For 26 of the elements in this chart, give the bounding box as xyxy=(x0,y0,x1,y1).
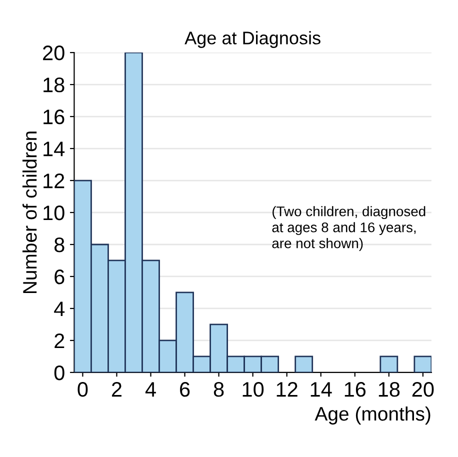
x-tick-label: 10 xyxy=(242,382,264,397)
x-tick-label: 18 xyxy=(378,382,400,397)
y-tick-label: 16 xyxy=(44,110,64,124)
x-tick-label: 4 xyxy=(145,382,156,397)
chart-title: Age at Diagnosis xyxy=(184,31,320,48)
y-axis-title: Number of children xyxy=(22,132,37,294)
x-tick-label: 20 xyxy=(412,382,434,397)
x-axis-title: Age (months) xyxy=(314,406,430,425)
x-tick-label: 16 xyxy=(344,382,366,397)
x-tick-label: 2 xyxy=(112,382,122,397)
y-tick-label: 12 xyxy=(44,174,64,188)
x-tick-label: 12 xyxy=(276,382,298,397)
x-tick-label: 6 xyxy=(180,382,190,397)
y-tick-label: 20 xyxy=(43,46,64,60)
y-tick-label: 10 xyxy=(44,206,64,220)
y-tick-label: 14 xyxy=(44,142,65,156)
y-tick-label: 4 xyxy=(54,302,65,316)
x-tick-label: 14 xyxy=(310,382,332,397)
x-tick-label: 0 xyxy=(78,382,88,397)
y-tick-label: 0 xyxy=(54,365,64,380)
y-tick-label: 18 xyxy=(44,78,64,92)
y-tick-label: 8 xyxy=(54,237,64,252)
annotation: (Two children, diagnosed at ages 8 and 16 years, are not shown) xyxy=(272,206,426,251)
x-tick-label: 8 xyxy=(214,382,224,397)
y-tick-label: 2 xyxy=(54,333,64,348)
y-tick-label: 6 xyxy=(54,269,64,284)
